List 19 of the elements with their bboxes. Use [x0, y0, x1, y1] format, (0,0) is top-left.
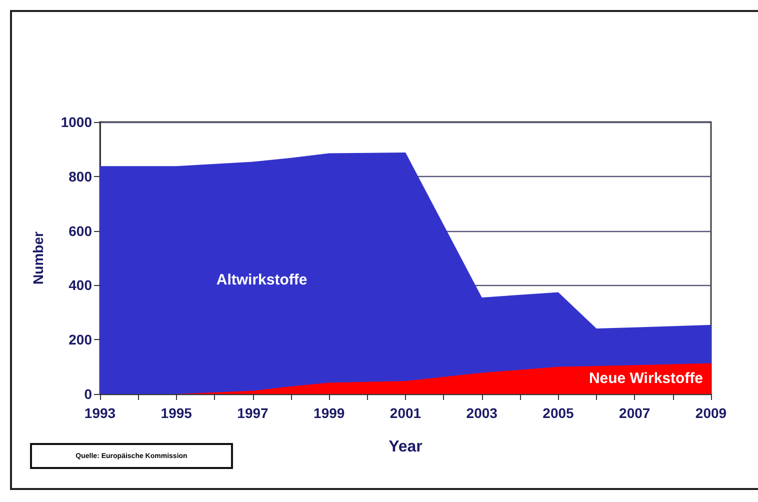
- x-tick-label: 2005: [542, 405, 574, 421]
- y-tick-label: 600: [68, 222, 92, 239]
- x-tick-label: 2001: [390, 405, 422, 421]
- y-axis-title: Number: [30, 231, 46, 284]
- x-tick-label: 2003: [466, 405, 498, 421]
- x-tick-label: 1995: [160, 405, 192, 421]
- x-tick-label: 1999: [314, 405, 345, 421]
- y-tick-label: 200: [68, 332, 92, 348]
- y-tick-label: 1000: [60, 114, 92, 130]
- x-tick-label: 2009: [695, 405, 727, 421]
- x-tick-label: 2007: [619, 405, 650, 421]
- series-label: Neue Wirkstoffe: [588, 370, 703, 388]
- x-tick-label: 1993: [84, 405, 116, 421]
- x-tick-label: 1997: [237, 405, 269, 421]
- x-axis-title: Year: [388, 438, 422, 456]
- series-label: Altwirkstoffe: [216, 272, 308, 289]
- y-tick-label: 0: [84, 386, 92, 402]
- y-tick-label: 800: [68, 168, 92, 184]
- y-tick-label: 400: [68, 277, 92, 294]
